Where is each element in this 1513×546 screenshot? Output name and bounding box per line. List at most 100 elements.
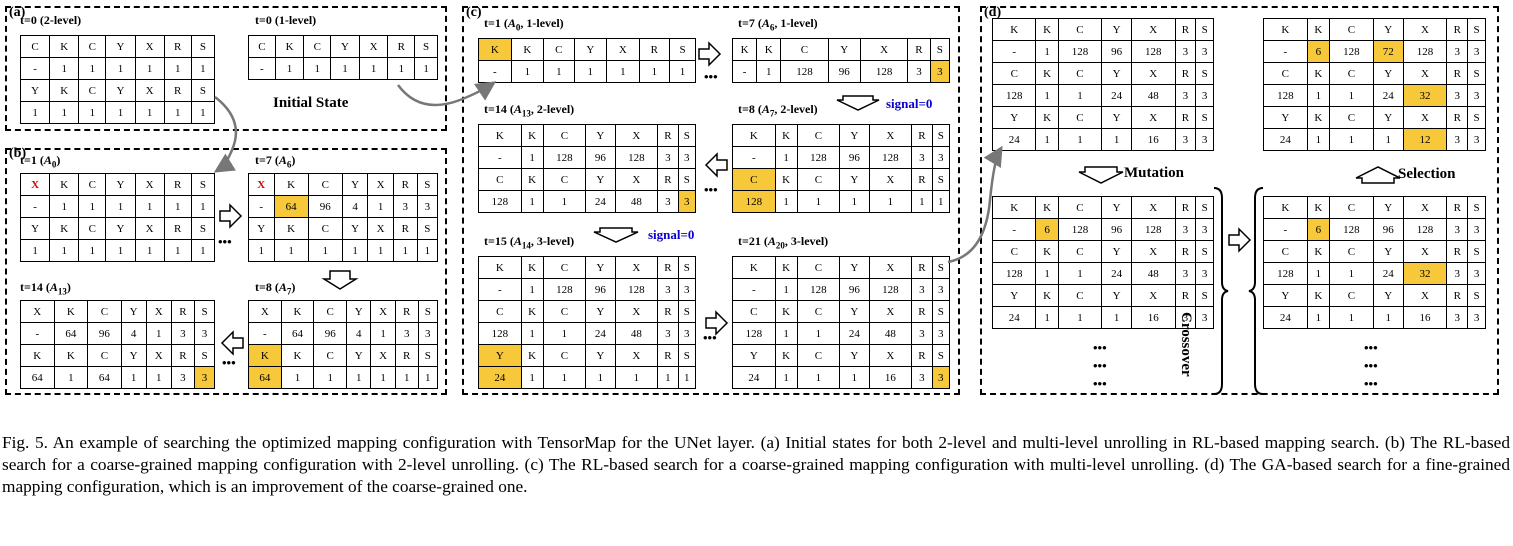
grid-cell: 1 [839,190,870,213]
grid-cell: K [1035,18,1059,41]
grid-cell: 3 [677,190,697,213]
grid-cell: S [677,124,697,147]
label-a0: t=0 (2-level) [20,13,82,27]
grid-row: 64 1 64 1 1 3 3 [20,366,215,389]
grid-c21: K K C Y X R S -1 128 96 128 3 3 C K C Y X R S 128 1 1 24 48 3 3 Y K C… [732,256,951,389]
grid-d2: K K C Y X R S -6 128 72 128 3 3 C K C Y X R S 128 1 1 24 32 3 3 Y K C… [1263,18,1486,151]
grid-cell: 1 [358,57,389,80]
grid-cell: 1 [78,101,107,124]
grid-cell: 6 [1035,218,1059,241]
grid-cell: 1 [1306,128,1331,151]
grid-cell: 1 [392,239,418,262]
label-c15: t=15 (A14, 3-level) [484,234,575,251]
grid-cell: 1 [1057,128,1103,151]
panel-label-a: (a) [9,5,26,20]
grid-cell: 128 [478,190,522,213]
grid-cell: 1 [585,366,616,389]
label-a1: t=0 (1-level) [255,13,317,27]
grid-row: 24 1 1 1 16 3 3 [1263,306,1486,329]
grid-cell: 24 [732,366,776,389]
grid-cell: S [414,35,438,58]
grid-row: -64 96 4 1 3 3 [248,195,439,218]
ellipsis-d1: ••• [1093,340,1107,355]
label-c8: t=8 (A7, 2-level) [738,102,818,119]
grid-cell: 3 [1446,128,1469,151]
grid-row: 24 1 1 1 16 3 3 [991,306,1214,329]
arrow-right-icon [1228,227,1252,253]
grid-cell: 3 [929,60,951,83]
arrow-right-icon [705,310,729,336]
arrow-right-icon [698,41,722,67]
ellipsis-d2: ••• [1093,358,1107,373]
initial-state-label: Initial State [273,95,349,111]
arrows-layer [213,41,1401,395]
grid-cell: 32 [1402,262,1448,285]
signal-label-2: signal=0 [648,227,695,242]
connector-a-to-c [396,81,497,107]
grid-cell: 1 [1035,128,1059,151]
grid-cell: 96 [827,60,861,83]
panel-c [462,6,960,395]
grid-cell: 1 [190,101,216,124]
grid-cell: 12 [1402,128,1448,151]
grid-cell: K [273,217,309,240]
grid-cell: S [1195,284,1214,307]
panel-d [980,6,1499,395]
grid-cell: Y [585,300,616,323]
grid-cell: 64 [248,366,282,389]
ellipsis-c3: ••• [703,330,717,345]
grid-row: -1 128 96 128 3 3 [732,278,951,301]
arrow-down-icon [836,95,880,111]
grid-cell: 1 [1101,306,1133,329]
grid-cell: Y [478,344,522,367]
grid-cell: 16 [1402,306,1448,329]
ellipsis-d3: ••• [1093,376,1107,391]
grid-cell: 3 [194,366,215,389]
connector-a-to-b [213,96,238,173]
grid-cell: 32 [1402,84,1448,107]
grid-cell: 128 [859,60,909,83]
label-b14: t=14 (A13) [20,280,71,297]
grid-cell: 128 [1329,218,1374,241]
arrow-left-icon [704,152,728,178]
grid-cell: 3 [1195,128,1214,151]
grid-cell: 3 [1195,306,1214,329]
grid-cell: 3 [931,366,951,389]
grid-row: 128 1 1 24 48 3 3 [732,322,951,345]
grid-cell: 1 [868,190,913,213]
grid-cell: 3 [1467,306,1486,329]
ellipsis-c1: ••• [704,69,718,84]
grid-cell: K [478,38,512,61]
grid-cell: 3 [677,278,697,301]
grid-cell: 6 [1306,218,1331,241]
grid-cell: 1 [414,57,438,80]
grid-cell: Y [585,124,616,147]
grid-cell: 4 [346,322,372,345]
grid-cell: 1 [49,101,80,124]
grid-cell: 24 [585,190,616,213]
panel-a [5,6,447,131]
grid-cell: 1 [1035,84,1059,107]
grid-cell: 128 [1057,40,1103,63]
grid-cell: 3 [657,190,679,213]
grid-d4: K K C Y X R S -6 128 96 128 3 3 C K C Y X R S 128 1 1 24 32 3 3 Y K C… [1263,196,1486,329]
grid-cell: 1 [1306,262,1331,285]
grid-cell: 1 [346,366,372,389]
grid-cell: - [731,60,758,83]
grid-cell: 1 [638,60,671,83]
grid-cell: Y [839,344,870,367]
selection-label: Selection [1398,166,1456,182]
grid-cell: S [1467,62,1486,85]
